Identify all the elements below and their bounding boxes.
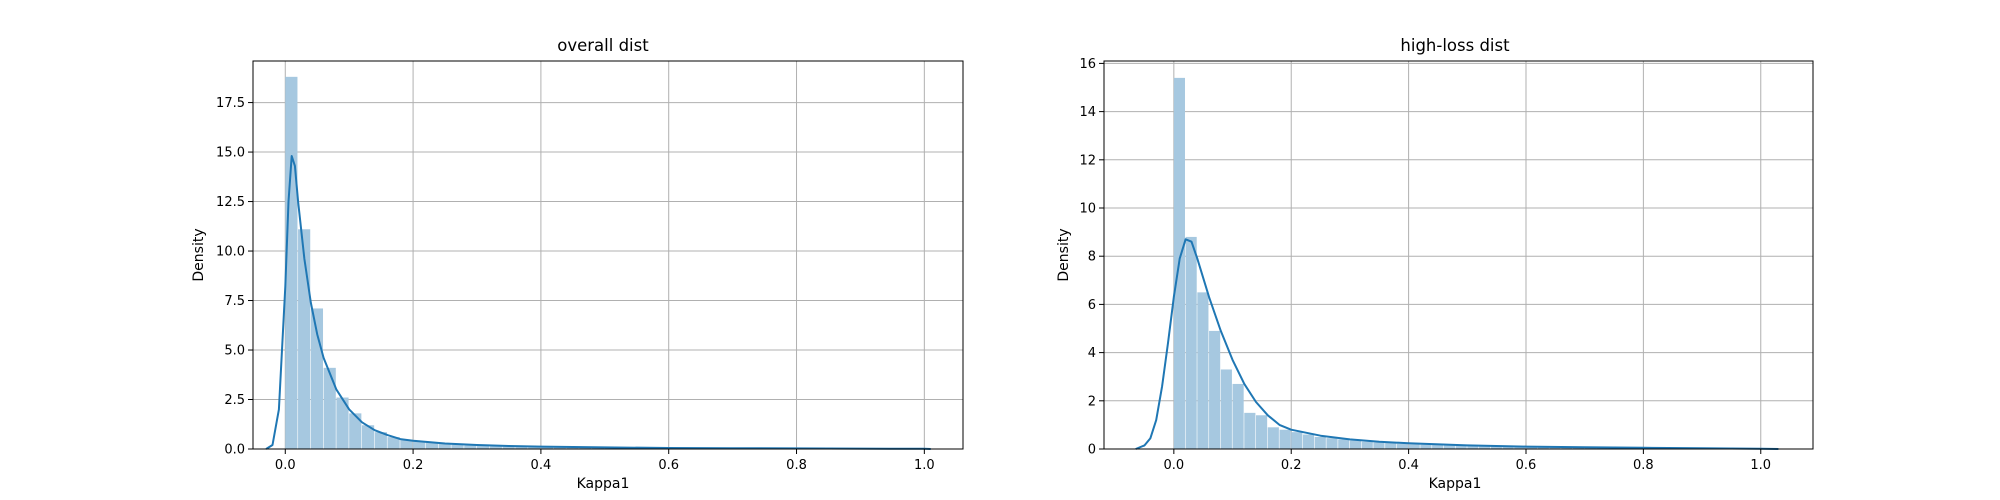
histogram-bar [1396, 443, 1409, 449]
histogram-bar [361, 425, 375, 449]
y-tick-label: 15.0 [216, 146, 245, 161]
histogram-bar [425, 442, 439, 449]
histogram-bar [1361, 441, 1373, 449]
histogram-bar [1420, 444, 1432, 449]
y-axis-label: Density [1056, 228, 1072, 281]
histogram-bar [451, 444, 464, 449]
y-tick-label: 0.0 [224, 443, 245, 458]
y-axis-label: Density [191, 228, 207, 281]
x-tick-label: 0.4 [1398, 458, 1419, 473]
y-tick-label: 0 [1088, 443, 1096, 458]
histogram-bar [400, 440, 413, 449]
kde-line [1135, 238, 1779, 450]
chart-high-loss-dist: high-loss dist Density Kappa1 0.0 0.2 0.4 0… [1056, 36, 1814, 492]
histogram-bar [1502, 446, 1514, 449]
histogram-bar [1244, 412, 1256, 449]
histogram-bar [515, 447, 528, 449]
x-axis-label: Kappa1 [1429, 476, 1482, 492]
y-tick-label: 10 [1079, 202, 1096, 217]
histogram-bar [1256, 415, 1268, 449]
histogram-bar [1572, 447, 1585, 449]
histogram-bar [1302, 434, 1315, 449]
histogram-bar [1479, 446, 1491, 449]
y-tick-label: 12.5 [216, 195, 245, 210]
x-tick-label: 0.0 [1163, 458, 1184, 473]
histogram-bar [1537, 447, 1549, 449]
histogram-bar [1267, 427, 1279, 449]
histogram-bar [1291, 432, 1303, 449]
x-tick-label: 0.2 [403, 458, 424, 473]
histogram-bar [1185, 236, 1197, 449]
y-tick-label: 7.5 [224, 294, 245, 309]
histogram-bar [1490, 446, 1502, 449]
histogram-bar [1408, 444, 1420, 449]
histogram-bar [566, 447, 579, 449]
chart-title: overall dist [557, 36, 649, 55]
histogram-bar [1549, 447, 1561, 449]
x-tick-label: 0.0 [275, 458, 296, 473]
histogram-bar [1514, 446, 1526, 449]
x-tick-label: 0.6 [658, 458, 679, 473]
x-tick-label: 0.8 [786, 458, 807, 473]
x-axis-label: Kappa1 [577, 476, 630, 492]
x-tick-label: 1.0 [1750, 458, 1771, 473]
histogram-bar [464, 445, 477, 449]
histogram-bar [1209, 330, 1221, 449]
histogram-bar [1561, 447, 1573, 449]
histogram-bar [323, 367, 336, 449]
plot-frame [1103, 60, 1814, 450]
x-tick-label: 0.4 [531, 458, 552, 473]
x-tick-label: 0.8 [1633, 458, 1654, 473]
histogram-bar [1584, 447, 1596, 449]
histogram-bar [413, 441, 426, 449]
histogram-bar [1385, 442, 1397, 449]
histogram-bar [1432, 444, 1444, 449]
y-tick-label: 10.0 [216, 245, 245, 260]
y-tick-label: 17.5 [216, 96, 245, 111]
histogram-bar [1338, 439, 1350, 449]
histogram-bar [489, 446, 502, 449]
y-tick-label: 16 [1079, 57, 1096, 72]
histogram-bar [1197, 292, 1209, 449]
histogram-bar [349, 413, 362, 449]
kde-line [265, 155, 931, 450]
y-tick-label: 2.5 [224, 393, 245, 408]
x-tick-label: 1.0 [914, 458, 935, 473]
histogram-bar [1349, 440, 1362, 449]
histogram-bar [438, 443, 451, 449]
chart-title: high-loss dist [1400, 36, 1510, 55]
y-tick-label: 8 [1088, 250, 1096, 265]
y-tick-label: 6 [1088, 298, 1096, 313]
histogram-bar [1326, 438, 1338, 449]
histogram-bar [1467, 445, 1479, 449]
y-tick-label: 14 [1079, 105, 1096, 120]
histogram-bar [528, 447, 541, 449]
histogram-bar [1455, 445, 1467, 449]
histogram-bar [1314, 436, 1326, 449]
y-tick-label: 5.0 [224, 344, 245, 359]
x-tick-label: 0.6 [1516, 458, 1537, 473]
plot-frame [252, 60, 964, 450]
histogram-bar [336, 397, 349, 449]
histogram-bar [1525, 447, 1538, 449]
chart-overall-dist: overall dist Density Kappa1 0.0 0.2 0.4 0.6… [191, 36, 964, 492]
histogram-bar [553, 447, 566, 449]
histogram-bar [476, 446, 490, 449]
histogram-bar [1232, 383, 1244, 449]
y-tick-label: 2 [1088, 394, 1096, 409]
histogram-bar [374, 432, 387, 449]
histogram-bar [579, 447, 592, 449]
histogram-bar [502, 446, 515, 449]
y-tick-label: 12 [1079, 153, 1096, 168]
histogram-bar [1443, 445, 1455, 449]
histogram-bar [1220, 369, 1232, 449]
histogram-bar [540, 447, 554, 449]
histogram-bar [387, 437, 400, 449]
y-tick-label: 4 [1088, 346, 1096, 361]
histogram-bar [1373, 442, 1385, 449]
x-tick-label: 0.2 [1281, 458, 1302, 473]
histogram-bar [1279, 429, 1291, 449]
